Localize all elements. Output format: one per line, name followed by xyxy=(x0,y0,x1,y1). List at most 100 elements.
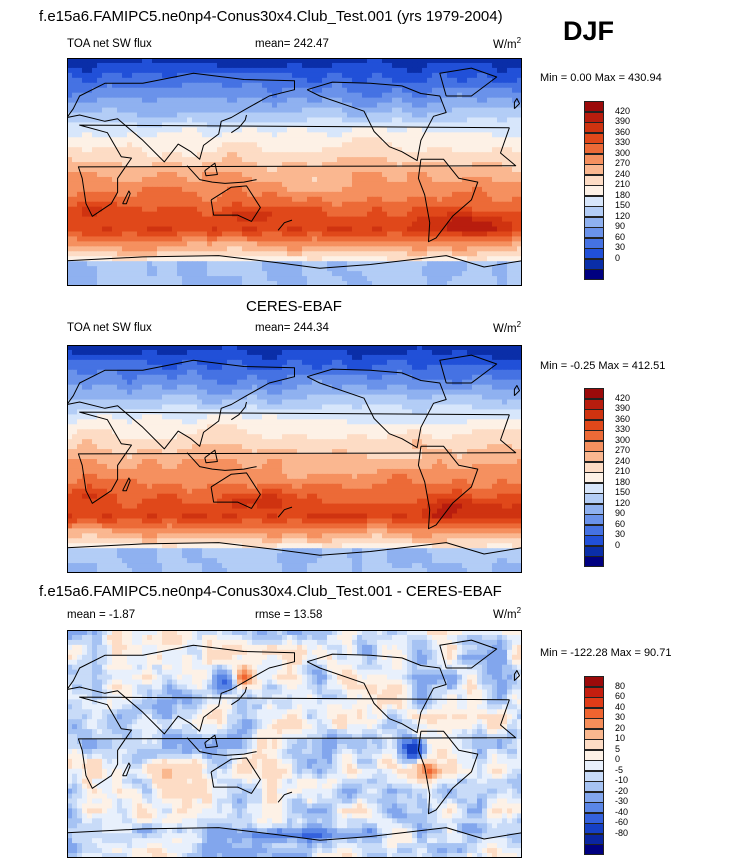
colorbar-swatch xyxy=(584,493,604,505)
colorbar-tick-label: 90 xyxy=(615,221,626,231)
colorbar-swatch xyxy=(584,248,604,260)
colorbar-swatch xyxy=(584,697,604,709)
coastline xyxy=(306,368,447,449)
panel-mean-label: mean= 242.47 xyxy=(255,38,329,50)
colorbar-swatch xyxy=(584,237,604,249)
colorbar-tick-label: -10 xyxy=(615,775,629,785)
coastline xyxy=(186,452,257,471)
coastline xyxy=(67,827,522,841)
coastline xyxy=(67,359,295,450)
colorbar-swatch xyxy=(584,227,604,239)
coastline xyxy=(306,653,447,734)
colorbar-tick-label: 30 xyxy=(615,529,626,539)
coastline xyxy=(277,219,293,231)
colorbar-tick-label: 60 xyxy=(615,518,626,529)
colorbar-swatch xyxy=(584,524,604,536)
colorbar-swatch xyxy=(584,143,604,155)
coastline xyxy=(67,72,295,163)
panel-minmax-label: Min = 0.00 Max = 430.94 xyxy=(540,72,662,84)
colorbar-tick-label: 360 xyxy=(615,126,631,137)
coastline xyxy=(204,734,218,749)
panel-center-title: CERES-EBAF xyxy=(246,298,342,315)
colorbar-tick-label: 60 xyxy=(615,231,626,242)
coastline xyxy=(77,696,517,789)
colorbar-tick-label: 240 xyxy=(615,455,631,466)
colorbar-tick-label: 30 xyxy=(615,712,626,722)
coastline xyxy=(439,354,498,384)
coastline xyxy=(122,477,131,492)
colorbar-tick-label: 300 xyxy=(615,147,631,158)
coastline xyxy=(186,737,257,756)
colorbar-swatch xyxy=(584,770,604,782)
colorbar-swatch xyxy=(584,174,604,186)
coastline xyxy=(277,791,293,803)
colorbar-tick-label: 420 xyxy=(615,105,631,116)
panel-units-label: W/m2 xyxy=(493,36,522,51)
coastline xyxy=(513,385,520,397)
colorbar-swatch xyxy=(584,556,604,568)
colorbar-tick-label: 270 xyxy=(615,158,631,168)
map-frame xyxy=(67,630,522,858)
coastline xyxy=(513,98,520,110)
panel-center-title: f.e15a6.FAMIPC5.ne0np4-Conus30x4.Club_Te… xyxy=(39,583,502,600)
panel-mean-label: mean = -1.87 xyxy=(67,609,136,621)
colorbar-tick-label: 210 xyxy=(615,179,631,189)
colorbar-swatch xyxy=(584,472,604,484)
coastline xyxy=(277,506,293,518)
colorbar-swatch xyxy=(584,514,604,526)
colorbar-swatch xyxy=(584,153,604,165)
colorbar-tick-label: 330 xyxy=(615,424,631,434)
coastline xyxy=(210,757,261,794)
colorbar-swatch xyxy=(584,707,604,719)
colorbar-tick-label: 360 xyxy=(615,413,631,424)
colorbar-tick-label: -60 xyxy=(615,817,629,827)
coastline xyxy=(77,411,517,504)
figure-title: f.e15a6.FAMIPC5.ne0np4-Conus30x4.Club_Te… xyxy=(39,8,503,25)
coastline xyxy=(77,124,517,217)
colorbar-tick-label: 390 xyxy=(615,403,631,413)
coastline xyxy=(122,190,131,205)
coastline xyxy=(439,67,498,97)
colorbar-tick-label: 150 xyxy=(615,487,631,497)
panel-minmax-label: Min = -0.25 Max = 412.51 xyxy=(540,360,666,372)
coastline xyxy=(186,165,257,184)
season-label: DJF xyxy=(563,16,615,46)
colorbar-swatch xyxy=(584,823,604,835)
coastline xyxy=(231,401,247,421)
field-cells xyxy=(67,58,522,286)
colorbar-swatch xyxy=(584,802,604,814)
colorbar-tick-label: 210 xyxy=(615,466,631,476)
coastline xyxy=(417,445,479,530)
coastline xyxy=(417,730,479,815)
colorbar-swatch xyxy=(584,728,604,740)
colorbar-swatch xyxy=(584,185,604,197)
map-plot-difference xyxy=(67,630,522,858)
coastlines xyxy=(67,639,522,841)
colorbar-tick-label: -40 xyxy=(615,806,629,817)
colorbar-swatch xyxy=(584,216,604,228)
panel-variable-label: TOA net SW flux xyxy=(67,322,152,334)
colorbar-swatch xyxy=(584,812,604,824)
colorbar-swatch xyxy=(584,844,604,856)
colorbar-swatch xyxy=(584,101,604,113)
coastline xyxy=(439,639,498,669)
colorbar-swatch xyxy=(584,122,604,134)
colorbar-tick-label: 180 xyxy=(615,189,631,200)
colorbar-tick-label: 150 xyxy=(615,200,631,210)
colorbar-swatch xyxy=(584,164,604,176)
panel-variable-label: TOA net SW flux xyxy=(67,38,152,50)
colorbar-swatch xyxy=(584,739,604,751)
field-cells xyxy=(67,345,522,573)
panel-units-label: W/m2 xyxy=(493,606,522,621)
colorbar-tick-label: 80 xyxy=(615,680,626,691)
colorbar-swatch xyxy=(584,398,604,410)
coastline xyxy=(513,670,520,682)
colorbar-tick-label: 0 xyxy=(615,754,621,764)
coastline xyxy=(417,158,479,243)
panel-units-label: W/m2 xyxy=(493,320,522,335)
coastline xyxy=(67,644,295,735)
colorbar-tick-label: 120 xyxy=(615,210,631,221)
colorbar-swatch xyxy=(584,686,604,698)
colorbar-tick-label: -80 xyxy=(615,827,629,838)
colorbar-swatch xyxy=(584,451,604,463)
